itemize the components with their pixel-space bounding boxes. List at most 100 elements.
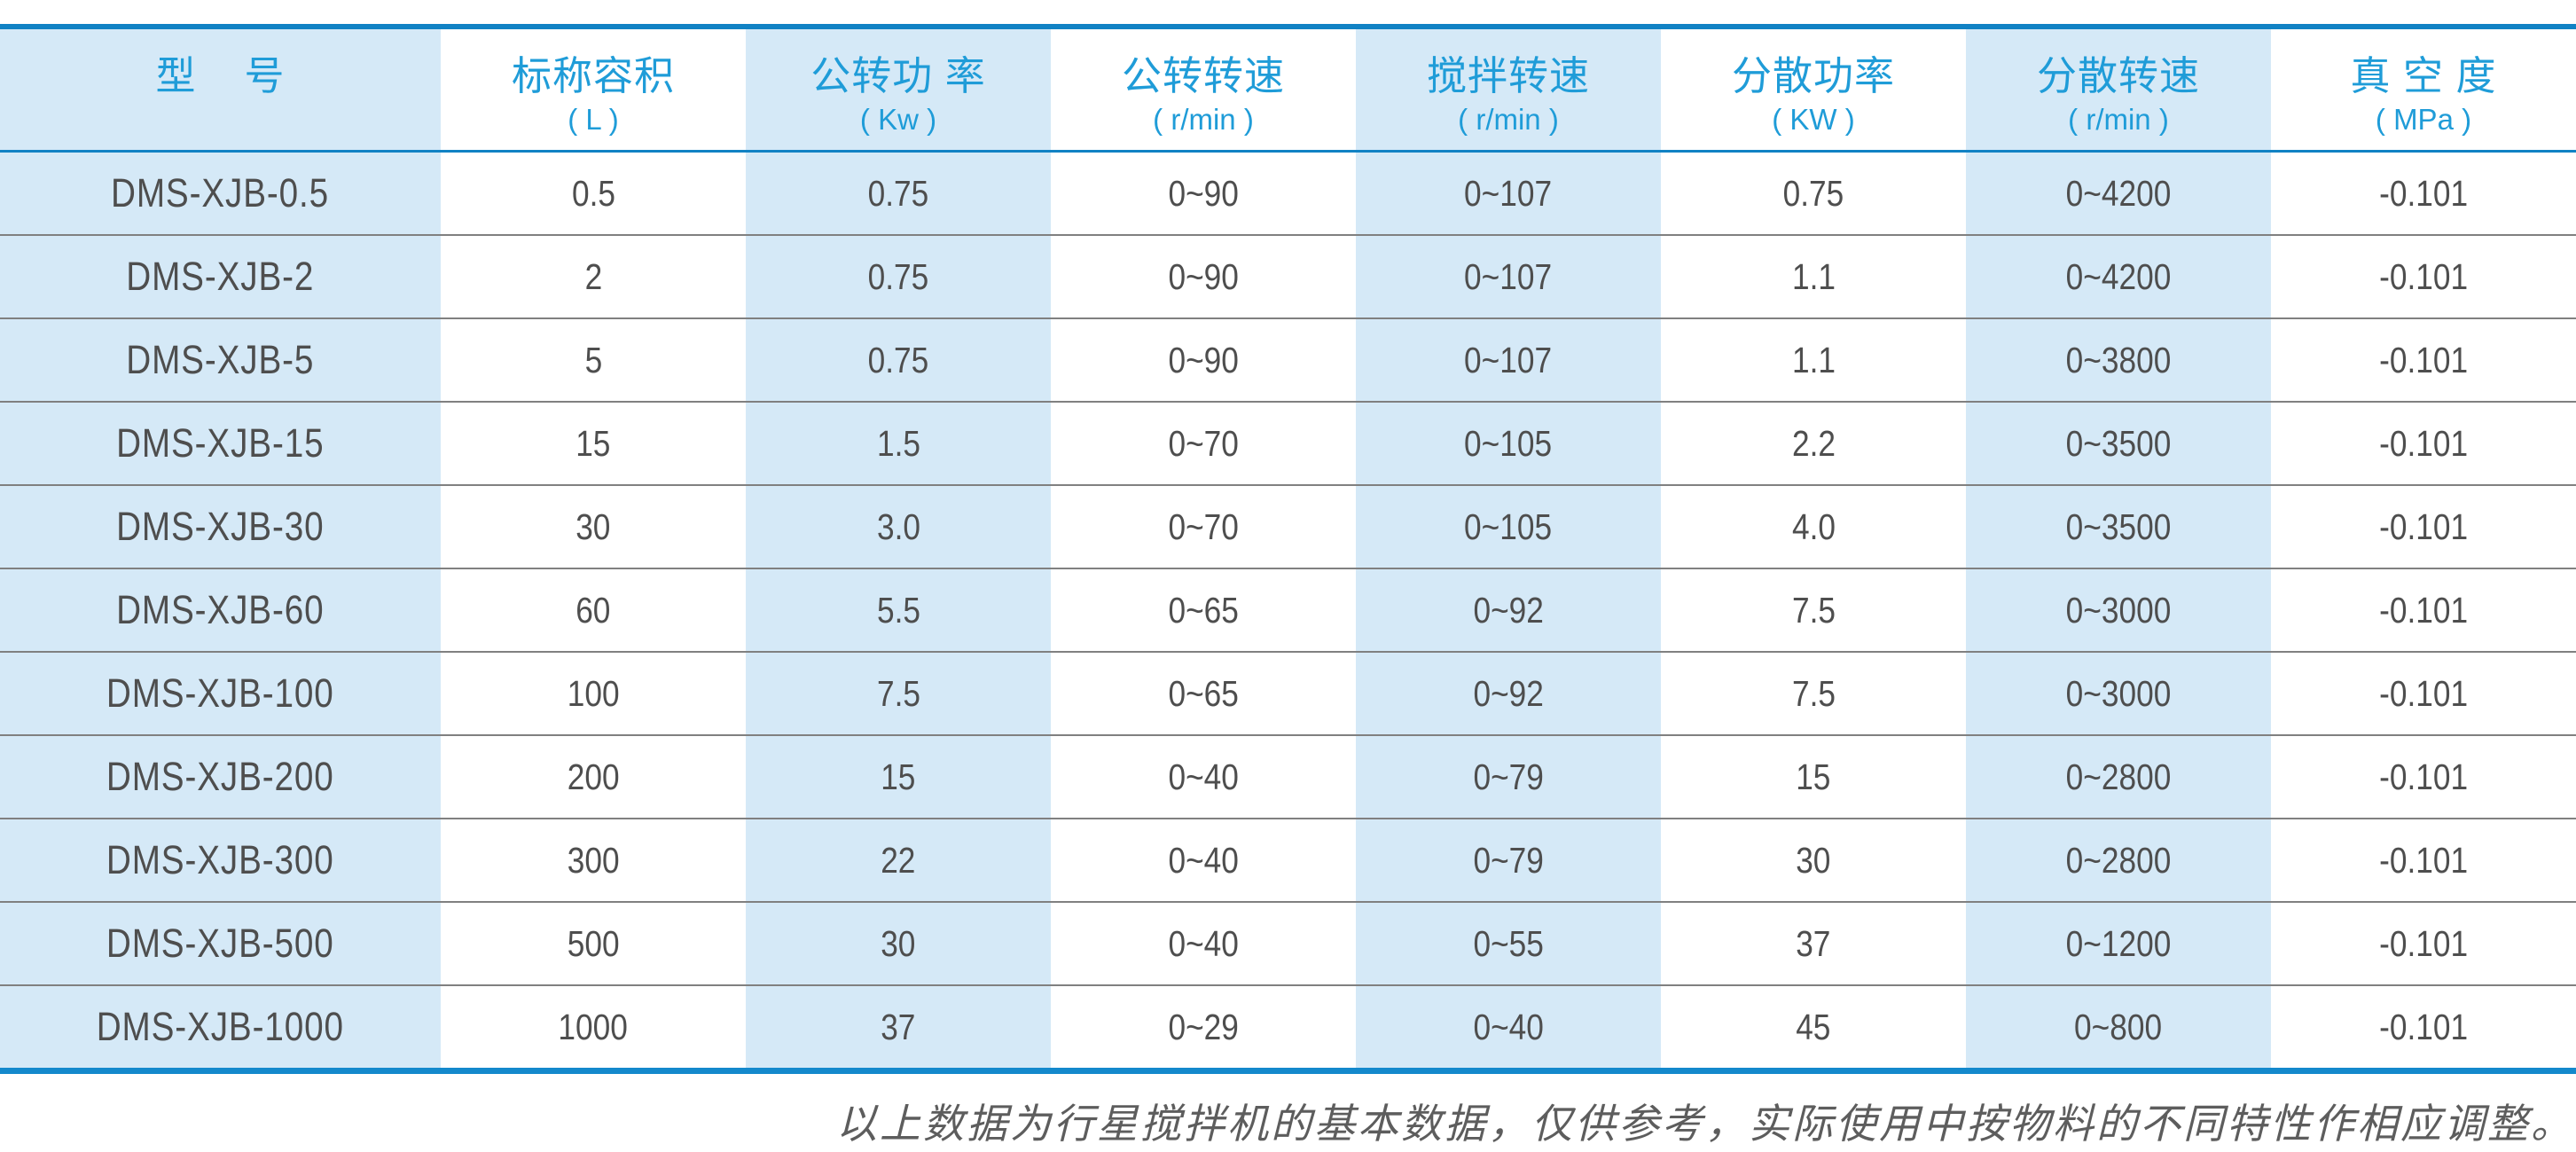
table-cell: 0~3800 <box>1966 318 2271 403</box>
table-cell: 0.75 <box>746 151 1051 236</box>
table-cell: 0~65 <box>1051 568 1356 653</box>
header-title: 公转功 率 <box>810 53 986 98</box>
table-cell-model: DMS-XJB-300 <box>0 819 441 903</box>
cell-value: 0~105 <box>1464 505 1553 547</box>
table-cell-model: DMS-XJB-30 <box>0 485 441 569</box>
table-cell: 0.75 <box>746 235 1051 319</box>
table-cell-model: DMS-XJB-200 <box>0 735 441 819</box>
table-cell: -0.101 <box>2271 735 2576 819</box>
table-row: DMS-XJB-100 100 7.5 0~65 0~92 7.5 0~3000… <box>0 652 2576 736</box>
cell-value: 45 <box>1796 1006 1831 1047</box>
table-cell: 0~107 <box>1356 235 1661 319</box>
header-title: 分散转速 <box>2036 53 2200 98</box>
table-cell: 0~105 <box>1356 485 1661 569</box>
table-row: DMS-XJB-200 200 15 0~40 0~79 15 0~2800 -… <box>0 735 2576 819</box>
table-cell: 1000 <box>441 985 746 1071</box>
table-cell: -0.101 <box>2271 402 2576 486</box>
table-cell: 5 <box>441 318 746 403</box>
header-title: 分散功率 <box>1731 53 1895 98</box>
table-cell: 0~40 <box>1051 902 1356 986</box>
table-cell: 60 <box>441 568 746 653</box>
cell-value: DMS-XJB-2 <box>126 254 315 299</box>
cell-value: 0~4200 <box>2065 172 2172 214</box>
cell-value: 0~3000 <box>2065 672 2172 714</box>
table-cell: 0~2800 <box>1966 819 2271 903</box>
table-cell-model: DMS-XJB-0.5 <box>0 151 441 236</box>
column-header-vacuum-degree: 真 空 度 ( MPa ) <box>2271 27 2576 153</box>
table-cell-model: DMS-XJB-500 <box>0 902 441 986</box>
cell-value: 15 <box>881 756 916 797</box>
table-cell: -0.101 <box>2271 652 2576 736</box>
table-cell: 0~65 <box>1051 652 1356 736</box>
cell-value: 0~2800 <box>2065 839 2172 881</box>
table-row: DMS-XJB-5 5 0.75 0~90 0~107 1.1 0~3800 -… <box>0 318 2576 403</box>
table-cell: 0~90 <box>1051 151 1356 236</box>
header-unit: ( Kw ) <box>859 103 937 136</box>
cell-value: 1000 <box>558 1006 629 1047</box>
table-cell: 0~107 <box>1356 151 1661 236</box>
table-cell: 0.75 <box>746 318 1051 403</box>
cell-value: 0~90 <box>1168 255 1239 297</box>
table-cell: 1.5 <box>746 402 1051 486</box>
cell-value: 7.5 <box>1791 589 1836 631</box>
table-row: DMS-XJB-300 300 22 0~40 0~79 30 0~2800 -… <box>0 819 2576 903</box>
cell-value: 30 <box>575 505 611 547</box>
cell-value: 0~70 <box>1168 422 1239 464</box>
cell-value: 37 <box>881 1006 916 1047</box>
cell-value: 7.5 <box>1791 672 1836 714</box>
table-cell-model: DMS-XJB-1000 <box>0 985 441 1071</box>
column-header-model: 型 号 <box>0 27 441 153</box>
table-cell: 300 <box>441 819 746 903</box>
cell-value: 0~65 <box>1168 672 1239 714</box>
table-cell: 0~29 <box>1051 985 1356 1071</box>
cell-value: 0.75 <box>867 339 929 380</box>
table-cell: 15 <box>441 402 746 486</box>
cell-value: 2 <box>584 255 602 297</box>
table-cell: 0~55 <box>1356 902 1661 986</box>
table-row: DMS-XJB-15 15 1.5 0~70 0~105 2.2 0~3500 … <box>0 402 2576 486</box>
cell-value: DMS-XJB-500 <box>106 921 334 966</box>
cell-value: -0.101 <box>2378 255 2468 297</box>
cell-value: DMS-XJB-200 <box>106 754 334 799</box>
cell-value: 300 <box>567 839 620 881</box>
header-unit: ( KW ) <box>1772 103 1855 136</box>
table-cell: 7.5 <box>1661 568 1966 653</box>
column-header-stirring-speed: 搅拌转速 ( r/min ) <box>1356 27 1661 153</box>
cell-value: DMS-XJB-1000 <box>96 1004 345 1049</box>
cell-value: 0~92 <box>1473 589 1544 631</box>
cell-value: 0~3800 <box>2065 339 2172 380</box>
cell-value: 1.1 <box>1791 339 1836 380</box>
header-title: 标称容积 <box>511 53 675 98</box>
cell-value: 5.5 <box>876 589 920 631</box>
cell-value: 0~105 <box>1464 422 1553 464</box>
table-cell: 0~70 <box>1051 485 1356 569</box>
table-cell: 37 <box>1661 902 1966 986</box>
table-cell: 0~92 <box>1356 568 1661 653</box>
table-cell: 4.0 <box>1661 485 1966 569</box>
table-cell: 7.5 <box>1661 652 1966 736</box>
table-cell: 2.2 <box>1661 402 1966 486</box>
header-title: 公转转速 <box>1121 53 1285 98</box>
table-cell: 0~107 <box>1356 318 1661 403</box>
cell-value: 22 <box>881 839 916 881</box>
table-cell-model: DMS-XJB-15 <box>0 402 441 486</box>
table-cell-model: DMS-XJB-100 <box>0 652 441 736</box>
table-cell-model: DMS-XJB-60 <box>0 568 441 653</box>
table-cell: 0~4200 <box>1966 151 2271 236</box>
table-cell: -0.101 <box>2271 235 2576 319</box>
cell-value: -0.101 <box>2378 422 2468 464</box>
footnote-text: 以上数据为行星搅拌机的基本数据，仅供参考，实际使用中按物料的不同特性作相应调整。 <box>836 1100 2574 1148</box>
table-cell: 30 <box>1661 819 1966 903</box>
cell-value: 3.0 <box>876 505 920 547</box>
table-cell: 0~40 <box>1356 985 1661 1071</box>
cell-value: -0.101 <box>2378 672 2468 714</box>
table-cell: 1.1 <box>1661 235 1966 319</box>
cell-value: DMS-XJB-100 <box>106 670 334 716</box>
cell-value: 7.5 <box>876 672 920 714</box>
table-header: 型 号 标称容积 ( L ) 公转功 率 ( Kw ) 公转转速 ( r/min… <box>0 27 2576 153</box>
table-cell: 0~3500 <box>1966 402 2271 486</box>
cell-value: 0~3500 <box>2065 505 2172 547</box>
cell-value: 200 <box>567 756 620 797</box>
table-row: DMS-XJB-30 30 3.0 0~70 0~105 4.0 0~3500 … <box>0 485 2576 569</box>
table-cell: 0~3500 <box>1966 485 2271 569</box>
